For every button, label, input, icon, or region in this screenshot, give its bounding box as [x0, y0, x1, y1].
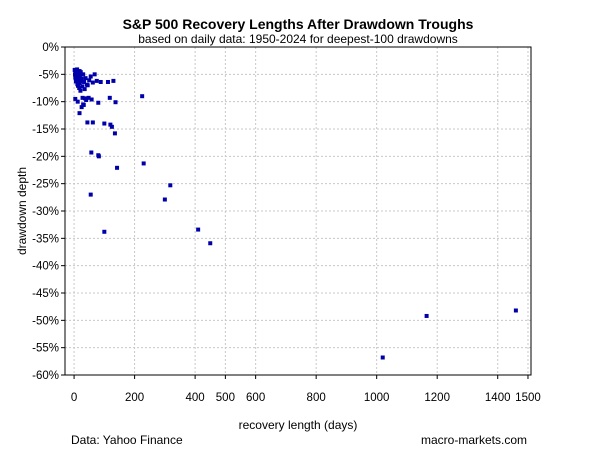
data-point [141, 161, 146, 166]
data-point [80, 84, 85, 89]
x-tick-label: 200 [125, 392, 144, 404]
data-source-note: Data: Yahoo Finance [71, 433, 183, 447]
y-tick-label: -25% [32, 179, 59, 191]
data-point [83, 76, 88, 81]
chart-title: S&P 500 Recovery Lengths After Drawdown … [123, 16, 474, 32]
data-point [77, 81, 82, 86]
data-point [81, 72, 86, 77]
data-point [102, 121, 107, 126]
grid-lines [65, 46, 531, 376]
y-tick-label: -5% [39, 69, 59, 81]
x-tick-label: 500 [216, 392, 235, 404]
y-tick-label: -60% [32, 370, 59, 382]
data-point [115, 165, 120, 170]
data-point [162, 197, 167, 202]
data-point [77, 111, 82, 116]
y-tick-label: -55% [32, 343, 59, 355]
data-point [380, 355, 385, 360]
data-point [80, 95, 85, 100]
data-point [90, 120, 95, 125]
data-point [81, 102, 86, 107]
y-tick-label: -20% [32, 151, 59, 163]
data-point [94, 78, 99, 83]
data-point [113, 100, 118, 105]
data-point [82, 79, 87, 84]
data-point [85, 83, 90, 88]
data-point [75, 67, 80, 72]
x-tick-label: 800 [307, 392, 326, 404]
x-tick-label: 1000 [364, 392, 390, 404]
data-point [89, 150, 94, 155]
y-tick-label: -35% [32, 233, 59, 245]
x-tick-label: 1400 [485, 392, 511, 404]
y-tick-label: -30% [32, 206, 59, 218]
data-point [73, 96, 78, 101]
data-point [88, 74, 93, 79]
data-point [140, 94, 145, 99]
x-tick-label: 400 [186, 392, 205, 404]
x-tick-label: 1500 [515, 392, 541, 404]
x-axis-label: recovery length (days) [239, 418, 358, 432]
y-tick-label: -50% [32, 315, 59, 327]
y-axis-label: drawdown depth [15, 167, 29, 255]
data-point [112, 131, 117, 136]
y-tick-label: -15% [32, 124, 59, 136]
data-point [105, 79, 110, 84]
data-point [89, 97, 94, 102]
data-point [78, 88, 83, 93]
data-point [75, 99, 80, 104]
y-axis: 0% -5% -10% -15% -20% -25% -30% -35% -40% -45% -50… [32, 42, 65, 382]
data-point [79, 105, 84, 110]
data-point [77, 86, 82, 90]
data-point [111, 78, 116, 83]
data-point [98, 79, 103, 84]
data-point [108, 122, 113, 127]
data-point [96, 154, 101, 159]
data-point [88, 192, 93, 197]
data-point [78, 72, 83, 77]
y-tick-label: -10% [32, 97, 59, 109]
y-tick-label: -45% [32, 288, 59, 300]
x-axis: 0 200 400 500 600 800 1000 1200 1400 1500 [71, 375, 541, 404]
data-point [76, 77, 81, 82]
site-credit: macro-markets.com [421, 433, 527, 447]
data-point [86, 95, 91, 100]
data-point [79, 78, 84, 83]
data-point [87, 78, 92, 83]
data-point [78, 70, 83, 75]
y-tick-label: -40% [32, 261, 59, 273]
x-tick-label: 1200 [424, 392, 450, 404]
data-point [102, 229, 107, 234]
y-tick-label: 0% [42, 42, 59, 54]
data-point [168, 183, 173, 188]
chart-subtitle: based on daily data: 1950-2024 for deepe… [138, 32, 458, 46]
data-point [76, 83, 81, 88]
data-point [79, 76, 84, 81]
data-point [208, 241, 213, 246]
data-point [92, 72, 97, 77]
data-point [109, 124, 114, 129]
data-point [424, 313, 429, 318]
data-point [82, 87, 87, 92]
data-point [196, 227, 201, 232]
data-point [107, 95, 112, 100]
data-point [513, 308, 518, 313]
x-tick-label: 600 [246, 392, 265, 404]
data-point [96, 100, 101, 105]
data-point [73, 79, 78, 84]
x-tick-label: 0 [71, 392, 77, 404]
data-point [82, 96, 87, 101]
data-points [72, 67, 518, 360]
data-point [90, 80, 95, 85]
data-point [85, 120, 90, 125]
